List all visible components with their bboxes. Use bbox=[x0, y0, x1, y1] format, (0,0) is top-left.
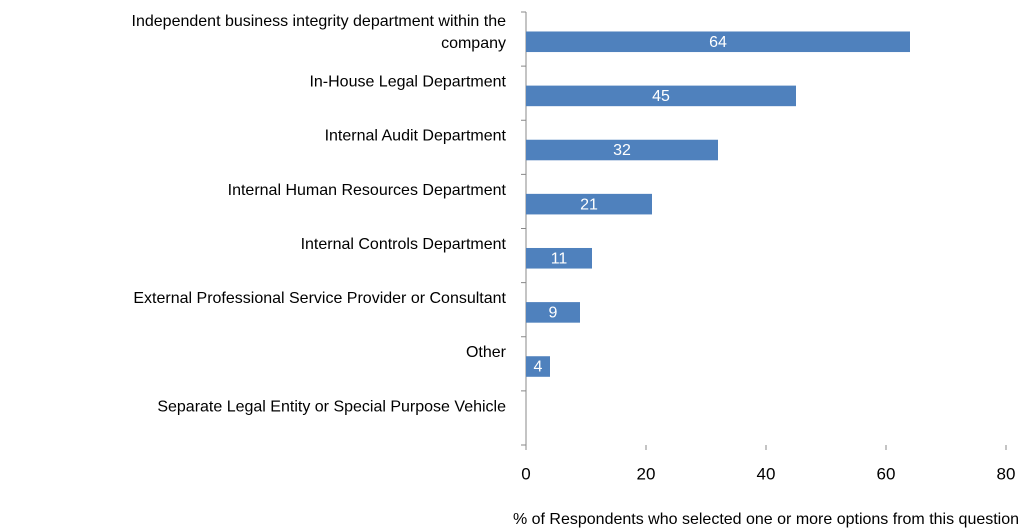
y-tick-label: Independent business integrity departmen… bbox=[132, 13, 507, 52]
x-tick-label: 0 bbox=[521, 464, 530, 483]
x-tick-label: 80 bbox=[997, 464, 1016, 483]
y-tick-label: Internal Controls Department bbox=[301, 236, 507, 253]
x-axis-label: % of Respondents who selected one or mor… bbox=[513, 511, 1019, 528]
x-tick-label: 60 bbox=[877, 464, 896, 483]
bar bbox=[526, 139, 718, 161]
y-tick-label: Other bbox=[466, 344, 507, 361]
data-label: 11 bbox=[551, 250, 568, 267]
bar bbox=[526, 31, 910, 53]
data-label: 32 bbox=[613, 142, 631, 159]
data-label: 9 bbox=[549, 305, 558, 322]
y-tick-label: Internal Human Resources Department bbox=[228, 182, 507, 199]
y-tick-label: In-House Legal Department bbox=[309, 74, 506, 91]
bar bbox=[526, 247, 592, 269]
data-label: 45 bbox=[652, 88, 670, 105]
bar bbox=[526, 356, 550, 377]
y-tick-label: External Professional Service Provider o… bbox=[133, 290, 506, 307]
y-tick-label: Separate Legal Entity or Special Purpose… bbox=[157, 398, 506, 415]
data-label: 64 bbox=[709, 34, 727, 51]
x-tick-label: 20 bbox=[637, 464, 656, 483]
y-tick-label: Internal Audit Department bbox=[325, 128, 507, 145]
bar bbox=[526, 85, 796, 107]
data-label: 21 bbox=[580, 196, 598, 213]
bar bbox=[526, 193, 652, 215]
data-label: 4 bbox=[534, 359, 543, 376]
bar bbox=[526, 302, 580, 323]
x-tick-label: 40 bbox=[757, 464, 776, 483]
